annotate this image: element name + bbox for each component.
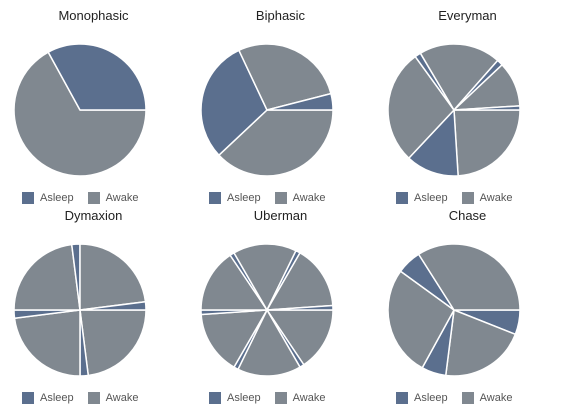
legend-label-awake: Awake <box>292 392 326 404</box>
legend-label-asleep: Asleep <box>40 192 74 204</box>
chart-panel-uberman: Uberman Asleep Awake <box>187 200 374 407</box>
pie-slice-asleep-7 <box>453 105 521 111</box>
pie-slice-awake-2 <box>237 309 301 377</box>
pie-chart <box>200 243 334 377</box>
pie-slice-asleep-7 <box>79 300 147 311</box>
pie-slice-awake-2 <box>238 43 332 111</box>
pie-slice-awake-6 <box>79 243 147 311</box>
pie-slice-awake-8 <box>233 243 297 311</box>
pie-slice-asleep-1 <box>47 43 147 111</box>
chart-legend: Asleep Awake <box>209 390 339 406</box>
pie-slice-awake-5 <box>417 243 521 311</box>
legend-label-asleep: Asleep <box>414 392 448 404</box>
legend-swatch-awake <box>87 392 100 404</box>
chart-panel-everyman: Everyman Asleep Awake <box>374 0 561 207</box>
chart-panel-dymaxion: Dymaxion Asleep Awake <box>0 200 187 407</box>
pie-chart <box>387 243 521 377</box>
pie-slice-asleep-11 <box>266 304 334 311</box>
legend-swatch-awake <box>274 392 287 404</box>
legend-swatch-asleep <box>22 392 34 404</box>
pie-slice-awake-1 <box>444 309 517 377</box>
chart-legend: Asleep Awake <box>22 390 152 406</box>
pie-slice-awake-0 <box>218 109 334 177</box>
legend-label-awake: Awake <box>105 192 139 204</box>
legend-swatch-asleep <box>396 392 408 404</box>
legend-swatch-awake <box>461 192 474 204</box>
legend-label-asleep: Asleep <box>40 392 74 404</box>
pie-slice-awake-0 <box>79 309 147 377</box>
pie-chart <box>13 243 147 377</box>
chart-title: Monophasic <box>58 8 129 23</box>
pie-chart <box>200 43 334 177</box>
pie-slice-awake-0 <box>13 51 147 177</box>
pie-slice-asleep-3 <box>266 92 334 111</box>
pie-chart <box>387 43 521 177</box>
chart-panel-monophasic: Monophasic Asleep Awake <box>0 0 187 207</box>
pie-slice-awake-2 <box>387 55 455 159</box>
chart-legend: Asleep Awake <box>209 190 339 206</box>
pie-slice-awake-4 <box>419 43 499 111</box>
legend-swatch-awake <box>274 192 287 204</box>
legend-label-asleep: Asleep <box>414 192 448 204</box>
pie-slice-awake-0 <box>266 309 334 366</box>
pie-slice-awake-4 <box>13 243 81 311</box>
chart-legend: Asleep Awake <box>396 390 526 406</box>
legend-swatch-asleep <box>209 192 221 204</box>
pie-slice-awake-4 <box>200 309 268 368</box>
pie-chart <box>13 43 147 177</box>
chart-title: Everyman <box>438 8 497 23</box>
legend-label-awake: Awake <box>292 192 326 204</box>
chart-legend: Asleep Awake <box>22 190 152 206</box>
legend-swatch-asleep <box>209 392 221 404</box>
chart-panel-biphasic: Biphasic Asleep Awake <box>187 0 374 207</box>
chart-title: Chase <box>448 208 487 223</box>
pie-slice-awake-10 <box>266 252 334 311</box>
chart-title: Biphasic <box>255 8 306 23</box>
legend-label-asleep: Asleep <box>227 192 261 204</box>
legend-swatch-awake <box>461 392 474 404</box>
chart-title: Uberman <box>253 208 308 223</box>
legend-swatch-awake <box>87 192 100 204</box>
chart-panel-chase: Chase Asleep Awake <box>374 200 561 407</box>
legend-label-awake: Awake <box>479 192 513 204</box>
pie-slice-awake-3 <box>387 270 455 369</box>
pie-slice-awake-6 <box>200 254 268 311</box>
pie-slice-awake-0 <box>453 109 521 177</box>
legend-label-awake: Awake <box>479 392 513 404</box>
legend-label-asleep: Asleep <box>227 392 261 404</box>
legend-label-awake: Awake <box>105 392 139 404</box>
chart-legend: Asleep Awake <box>396 190 526 206</box>
legend-swatch-asleep <box>22 192 34 204</box>
pie-slice-awake-2 <box>13 309 81 377</box>
legend-swatch-asleep <box>396 192 408 204</box>
chart-title: Dymaxion <box>64 208 123 223</box>
